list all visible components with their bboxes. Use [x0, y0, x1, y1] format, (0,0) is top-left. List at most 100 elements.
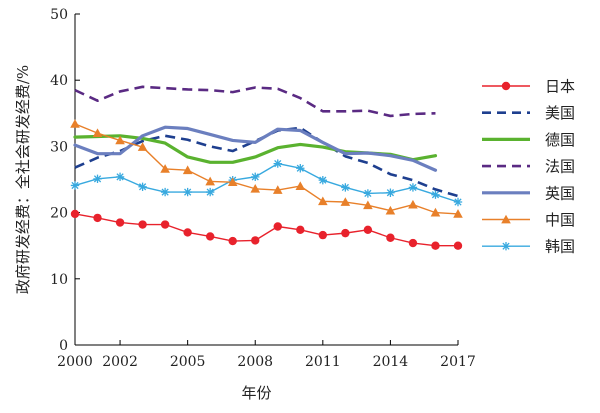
data-point	[138, 220, 147, 229]
x-tick-label: 2008	[237, 354, 273, 370]
legend-label: 德国	[545, 131, 575, 149]
legend-item: 美国	[482, 104, 575, 122]
data-point	[70, 181, 80, 190]
data-point	[137, 142, 148, 151]
x-tick-label: 2014	[373, 354, 409, 370]
data-point	[251, 236, 260, 245]
legend-item: 德国	[482, 131, 575, 149]
data-point	[295, 181, 306, 190]
series-法国	[74, 85, 436, 118]
data-point	[318, 196, 328, 206]
legend-label: 韩国	[545, 238, 575, 256]
data-point	[93, 174, 102, 184]
legend-marker	[501, 81, 511, 91]
x-tick-label: 2017	[440, 354, 476, 370]
data-point	[272, 185, 283, 194]
data-point	[228, 236, 237, 246]
data-point	[431, 190, 440, 199]
series-line	[73, 134, 438, 164]
data-point	[93, 213, 102, 223]
legend-marker	[501, 214, 511, 224]
data-point	[115, 218, 125, 227]
legend-item: 英国	[482, 184, 575, 202]
series-line	[74, 85, 436, 118]
legend-item: 中国	[482, 211, 575, 229]
data-point	[182, 165, 193, 175]
legend-item: 日本	[482, 78, 575, 96]
data-point	[363, 200, 373, 210]
data-point	[115, 135, 125, 145]
data-point	[386, 233, 395, 242]
data-point	[250, 183, 261, 193]
data-point	[453, 197, 463, 207]
series-英国	[73, 125, 438, 172]
legend-marker	[501, 242, 511, 251]
legend-item: 法国	[482, 158, 575, 176]
data-point	[183, 228, 192, 237]
data-point	[160, 187, 170, 197]
data-point	[341, 228, 350, 238]
y-tick-label: 40	[50, 73, 68, 89]
data-point	[340, 197, 351, 206]
legend-label: 中国	[545, 211, 575, 229]
x-tick-label: 2002	[102, 354, 138, 370]
x-tick-label: 2005	[170, 354, 206, 370]
x-axis-title: 年份	[241, 384, 271, 402]
legend-label: 日本	[545, 78, 575, 96]
data-point	[408, 199, 418, 209]
y-tick-label: 10	[50, 272, 68, 288]
series-中国	[70, 119, 463, 218]
series-line	[73, 125, 438, 172]
x-tick-label: 2011	[305, 354, 341, 370]
data-point	[205, 176, 215, 186]
data-point	[363, 225, 373, 235]
data-point	[92, 128, 103, 137]
data-point	[183, 187, 192, 197]
data-point	[160, 220, 170, 229]
y-axis-title: 政府研发经费：全社会研发经费/%	[14, 65, 32, 294]
legend-label: 美国	[545, 104, 575, 122]
data-point	[408, 183, 418, 192]
data-point	[296, 164, 305, 173]
data-point	[115, 172, 125, 182]
data-point	[453, 241, 463, 250]
data-point	[160, 164, 170, 173]
data-point	[341, 183, 350, 192]
data-point	[251, 172, 260, 182]
y-tick-label: 50	[50, 7, 68, 23]
x-tick-label: 2000	[57, 354, 93, 370]
series-line	[74, 126, 459, 198]
data-point	[273, 222, 282, 231]
data-point	[386, 188, 395, 197]
data-point	[205, 232, 215, 241]
data-point	[70, 119, 80, 128]
data-point	[70, 209, 80, 219]
data-point	[453, 209, 463, 218]
data-point	[385, 205, 396, 215]
legend-label: 英国	[545, 184, 575, 202]
series-韩国	[70, 159, 463, 207]
series-layer	[70, 85, 463, 250]
y-tick-label: 20	[50, 206, 68, 222]
data-point	[363, 189, 373, 198]
data-point	[431, 241, 440, 250]
data-point	[273, 159, 282, 168]
data-point	[205, 187, 215, 197]
legend-label: 法国	[545, 158, 575, 176]
series-line	[74, 162, 459, 203]
series-line	[74, 213, 459, 247]
data-point	[227, 177, 238, 186]
data-point	[408, 238, 418, 248]
data-point	[430, 207, 441, 217]
series-美国	[74, 126, 459, 198]
y-tick-label: 0	[59, 338, 68, 354]
y-tick-label: 30	[50, 139, 68, 155]
legend-item: 韩国	[482, 238, 575, 256]
axes: 0 10 20 30 40 50 2000 2002 2005 2008 2011 2014 2017	[50, 7, 476, 370]
series-日本	[70, 209, 463, 250]
data-point	[318, 230, 328, 240]
data-point	[138, 182, 147, 191]
